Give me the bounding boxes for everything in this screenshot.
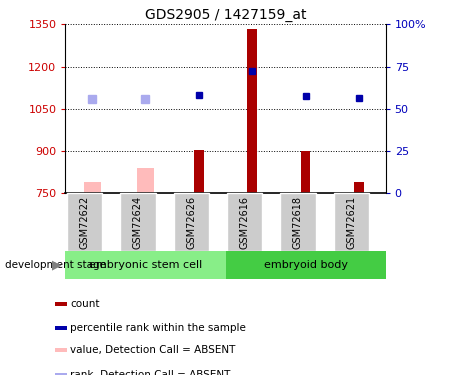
Text: count: count [70, 299, 100, 309]
Text: GSM72618: GSM72618 [293, 196, 303, 249]
Bar [55, 348, 67, 352]
Text: value, Detection Call = ABSENT: value, Detection Call = ABSENT [70, 345, 236, 355]
Text: GSM72622: GSM72622 [79, 196, 89, 249]
Text: development stage: development stage [5, 260, 106, 270]
Bar [227, 193, 262, 251]
Bar [137, 168, 154, 193]
Text: GSM72616: GSM72616 [239, 196, 249, 249]
Text: embryoid body: embryoid body [263, 260, 348, 270]
Bar [281, 193, 316, 251]
Bar [248, 28, 257, 193]
Bar [55, 373, 67, 375]
Text: GSM72621: GSM72621 [346, 196, 356, 249]
Text: embryonic stem cell: embryonic stem cell [89, 260, 202, 270]
Bar [174, 193, 209, 251]
Bar [67, 193, 102, 251]
Text: rank, Detection Call = ABSENT: rank, Detection Call = ABSENT [70, 370, 231, 375]
Text: ▶: ▶ [51, 259, 61, 272]
Text: GSM72624: GSM72624 [133, 196, 143, 249]
Title: GDS2905 / 1427159_at: GDS2905 / 1427159_at [145, 8, 306, 22]
Bar [55, 303, 67, 306]
Bar [226, 251, 386, 279]
Bar [55, 326, 67, 330]
Bar [334, 193, 369, 251]
Bar [83, 182, 101, 193]
Bar [120, 193, 156, 251]
Bar [301, 151, 310, 193]
Bar [354, 182, 364, 193]
Bar [194, 150, 203, 193]
Bar [65, 251, 226, 279]
Text: percentile rank within the sample: percentile rank within the sample [70, 323, 246, 333]
Text: GSM72626: GSM72626 [186, 196, 196, 249]
